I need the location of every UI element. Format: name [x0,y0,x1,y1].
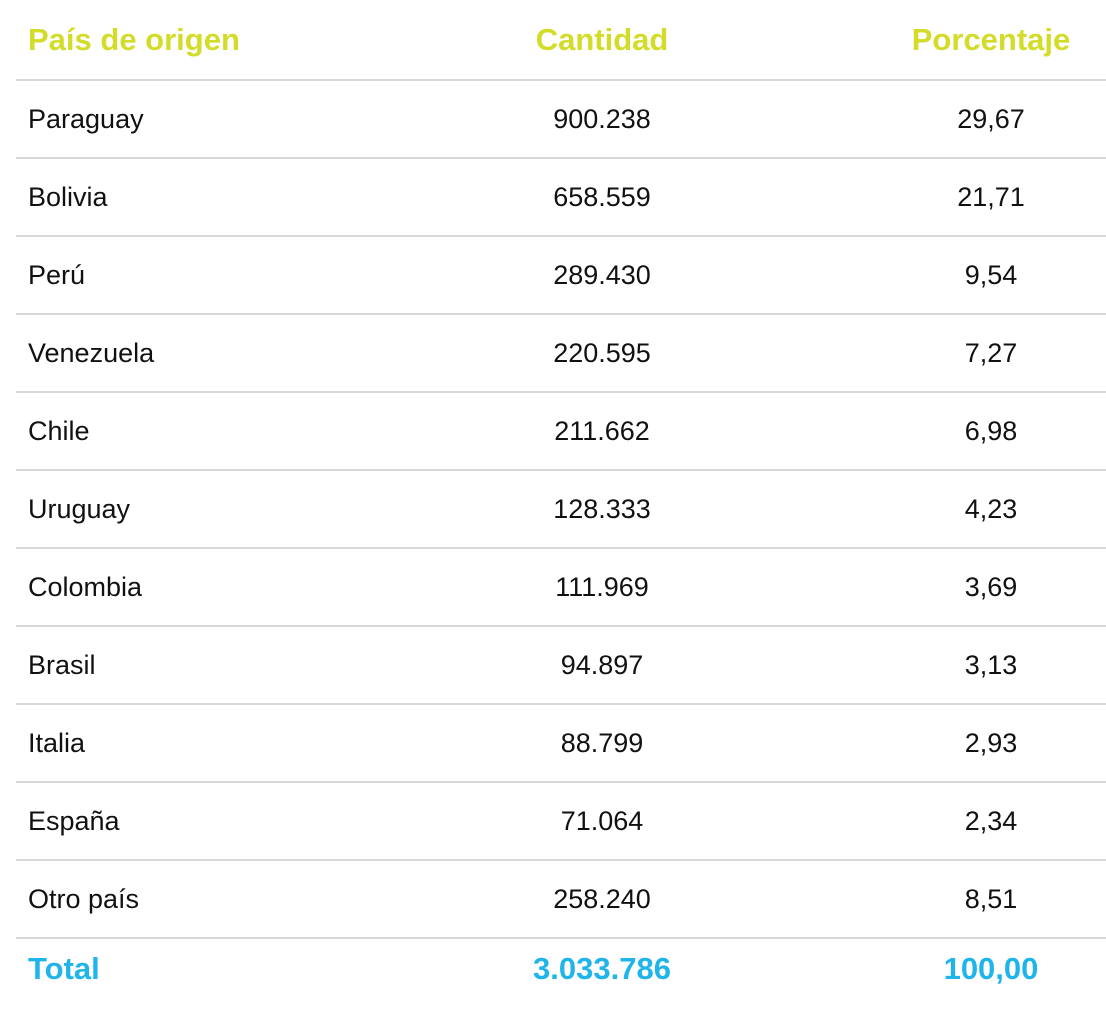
migration-table: País de origen Cantidad Porcentaje Parag… [16,0,1106,999]
table-row: España 71.064 2,34 [16,783,1106,861]
table-row: Uruguay 128.333 4,23 [16,471,1106,549]
quantity-cell: 211.662 [554,415,650,446]
total-quantity: 3.033.786 [533,951,671,986]
table-row: Paraguay 900.238 29,67 [16,81,1106,159]
country-cell: Colombia [28,571,143,602]
percentage-cell: 8,51 [964,883,1018,914]
quantity-cell: 900.238 [553,103,651,134]
table-row: Italia 88.799 2,93 [16,705,1106,783]
country-cell: Italia [28,727,86,758]
percentage-cell: 2,93 [964,727,1018,758]
country-cell: Chile [28,415,90,446]
percentage-cell: 4,23 [964,493,1018,524]
table-row: Perú 289.430 9,54 [16,237,1106,315]
quantity-cell: 289.430 [553,259,651,290]
percentage-cell: 6,98 [964,415,1018,446]
percentage-cell: 21,71 [957,181,1025,212]
quantity-cell: 88.799 [560,727,644,758]
country-cell: España [28,805,120,836]
country-cell: Bolivia [28,181,108,212]
percentage-cell: 7,27 [964,337,1018,368]
country-cell: Venezuela [28,337,155,368]
total-label: Total [28,951,100,986]
column-header-quantity: Cantidad [535,21,669,57]
column-header-percentage: Porcentaje [911,21,1071,57]
table-row: Bolivia 658.559 21,71 [16,159,1106,237]
total-percentage: 100,00 [943,951,1039,986]
column-header-country: País de origen [28,21,240,57]
total-row: Total 3.033.786 100,00 [16,939,1106,999]
quantity-cell: 71.064 [560,805,644,836]
table-header: País de origen Cantidad Porcentaje [16,0,1106,81]
table-row: Brasil 94.897 3,13 [16,627,1106,705]
percentage-cell: 2,34 [964,805,1018,836]
percentage-cell: 3,13 [964,649,1018,680]
percentage-cell: 29,67 [957,103,1025,134]
table-row: Colombia 111.969 3,69 [16,549,1106,627]
country-cell: Paraguay [28,103,144,134]
country-cell: Perú [28,259,86,290]
quantity-cell: 128.333 [553,493,651,524]
quantity-cell: 94.897 [560,649,644,680]
quantity-cell: 258.240 [553,883,651,914]
table-body: Paraguay 900.238 29,67 Bolivia 658.559 21,71 P… [16,81,1106,939]
percentage-cell: 3,69 [964,571,1018,602]
table-row: Chile 211.662 6,98 [16,393,1106,471]
country-cell: Otro país [28,883,140,914]
table-row: Otro país 258.240 8,51 [16,861,1106,939]
table-row: Venezuela 220.595 7,27 [16,315,1106,393]
quantity-cell: 658.559 [553,181,651,212]
quantity-cell: 220.595 [553,337,651,368]
quantity-cell: 111.969 [555,571,649,602]
country-cell: Brasil [28,649,96,680]
country-cell: Uruguay [28,493,131,524]
percentage-cell: 9,54 [964,259,1018,290]
